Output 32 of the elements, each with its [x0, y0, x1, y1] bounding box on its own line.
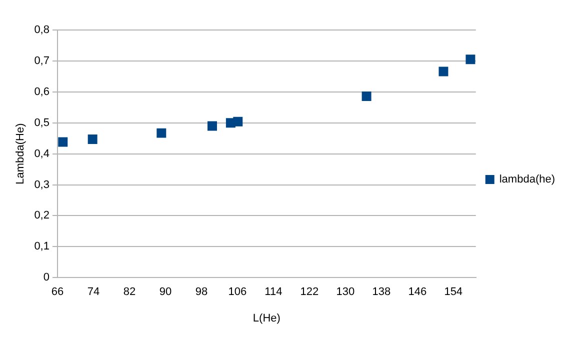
x-tick-label: 130: [336, 286, 355, 298]
x-tick-label: 82: [123, 286, 136, 298]
x-tick-label: 114: [264, 286, 282, 298]
point: [156, 128, 166, 138]
point: [88, 134, 98, 144]
x-tick-label: 138: [372, 286, 391, 298]
x-tick-label: 98: [195, 286, 208, 298]
point: [58, 137, 68, 147]
point: [438, 66, 448, 76]
y-tick-label: 0: [43, 272, 50, 284]
point: [362, 91, 372, 101]
x-tick-label: 90: [159, 286, 172, 298]
y-tick-label: 0,4: [34, 148, 50, 160]
x-tick-label: 146: [408, 286, 427, 298]
x-tick-label: 74: [87, 286, 100, 298]
y-tick-label: 0,6: [34, 86, 50, 98]
x-tick-label: 122: [300, 286, 319, 298]
y-tick-label: 0,8: [34, 24, 50, 36]
x-tick-label: 154: [444, 286, 463, 298]
y-tick-label: 0,1: [34, 240, 50, 253]
y-tick-label: 0,2: [34, 210, 50, 222]
point: [233, 116, 243, 126]
x-tick-label: 66: [51, 286, 64, 298]
x-axis-title: L(He): [252, 312, 280, 324]
x-tick-label: 106: [228, 286, 247, 298]
y-tick-label: 0,5: [34, 116, 50, 129]
y-tick-label: 0,3: [34, 178, 50, 191]
point: [466, 54, 476, 64]
y-axis-title: Lambda(He): [14, 123, 27, 184]
legend-label: lambda(he): [499, 174, 555, 186]
point: [208, 121, 217, 131]
y-tick-label: 0,7: [34, 54, 50, 67]
